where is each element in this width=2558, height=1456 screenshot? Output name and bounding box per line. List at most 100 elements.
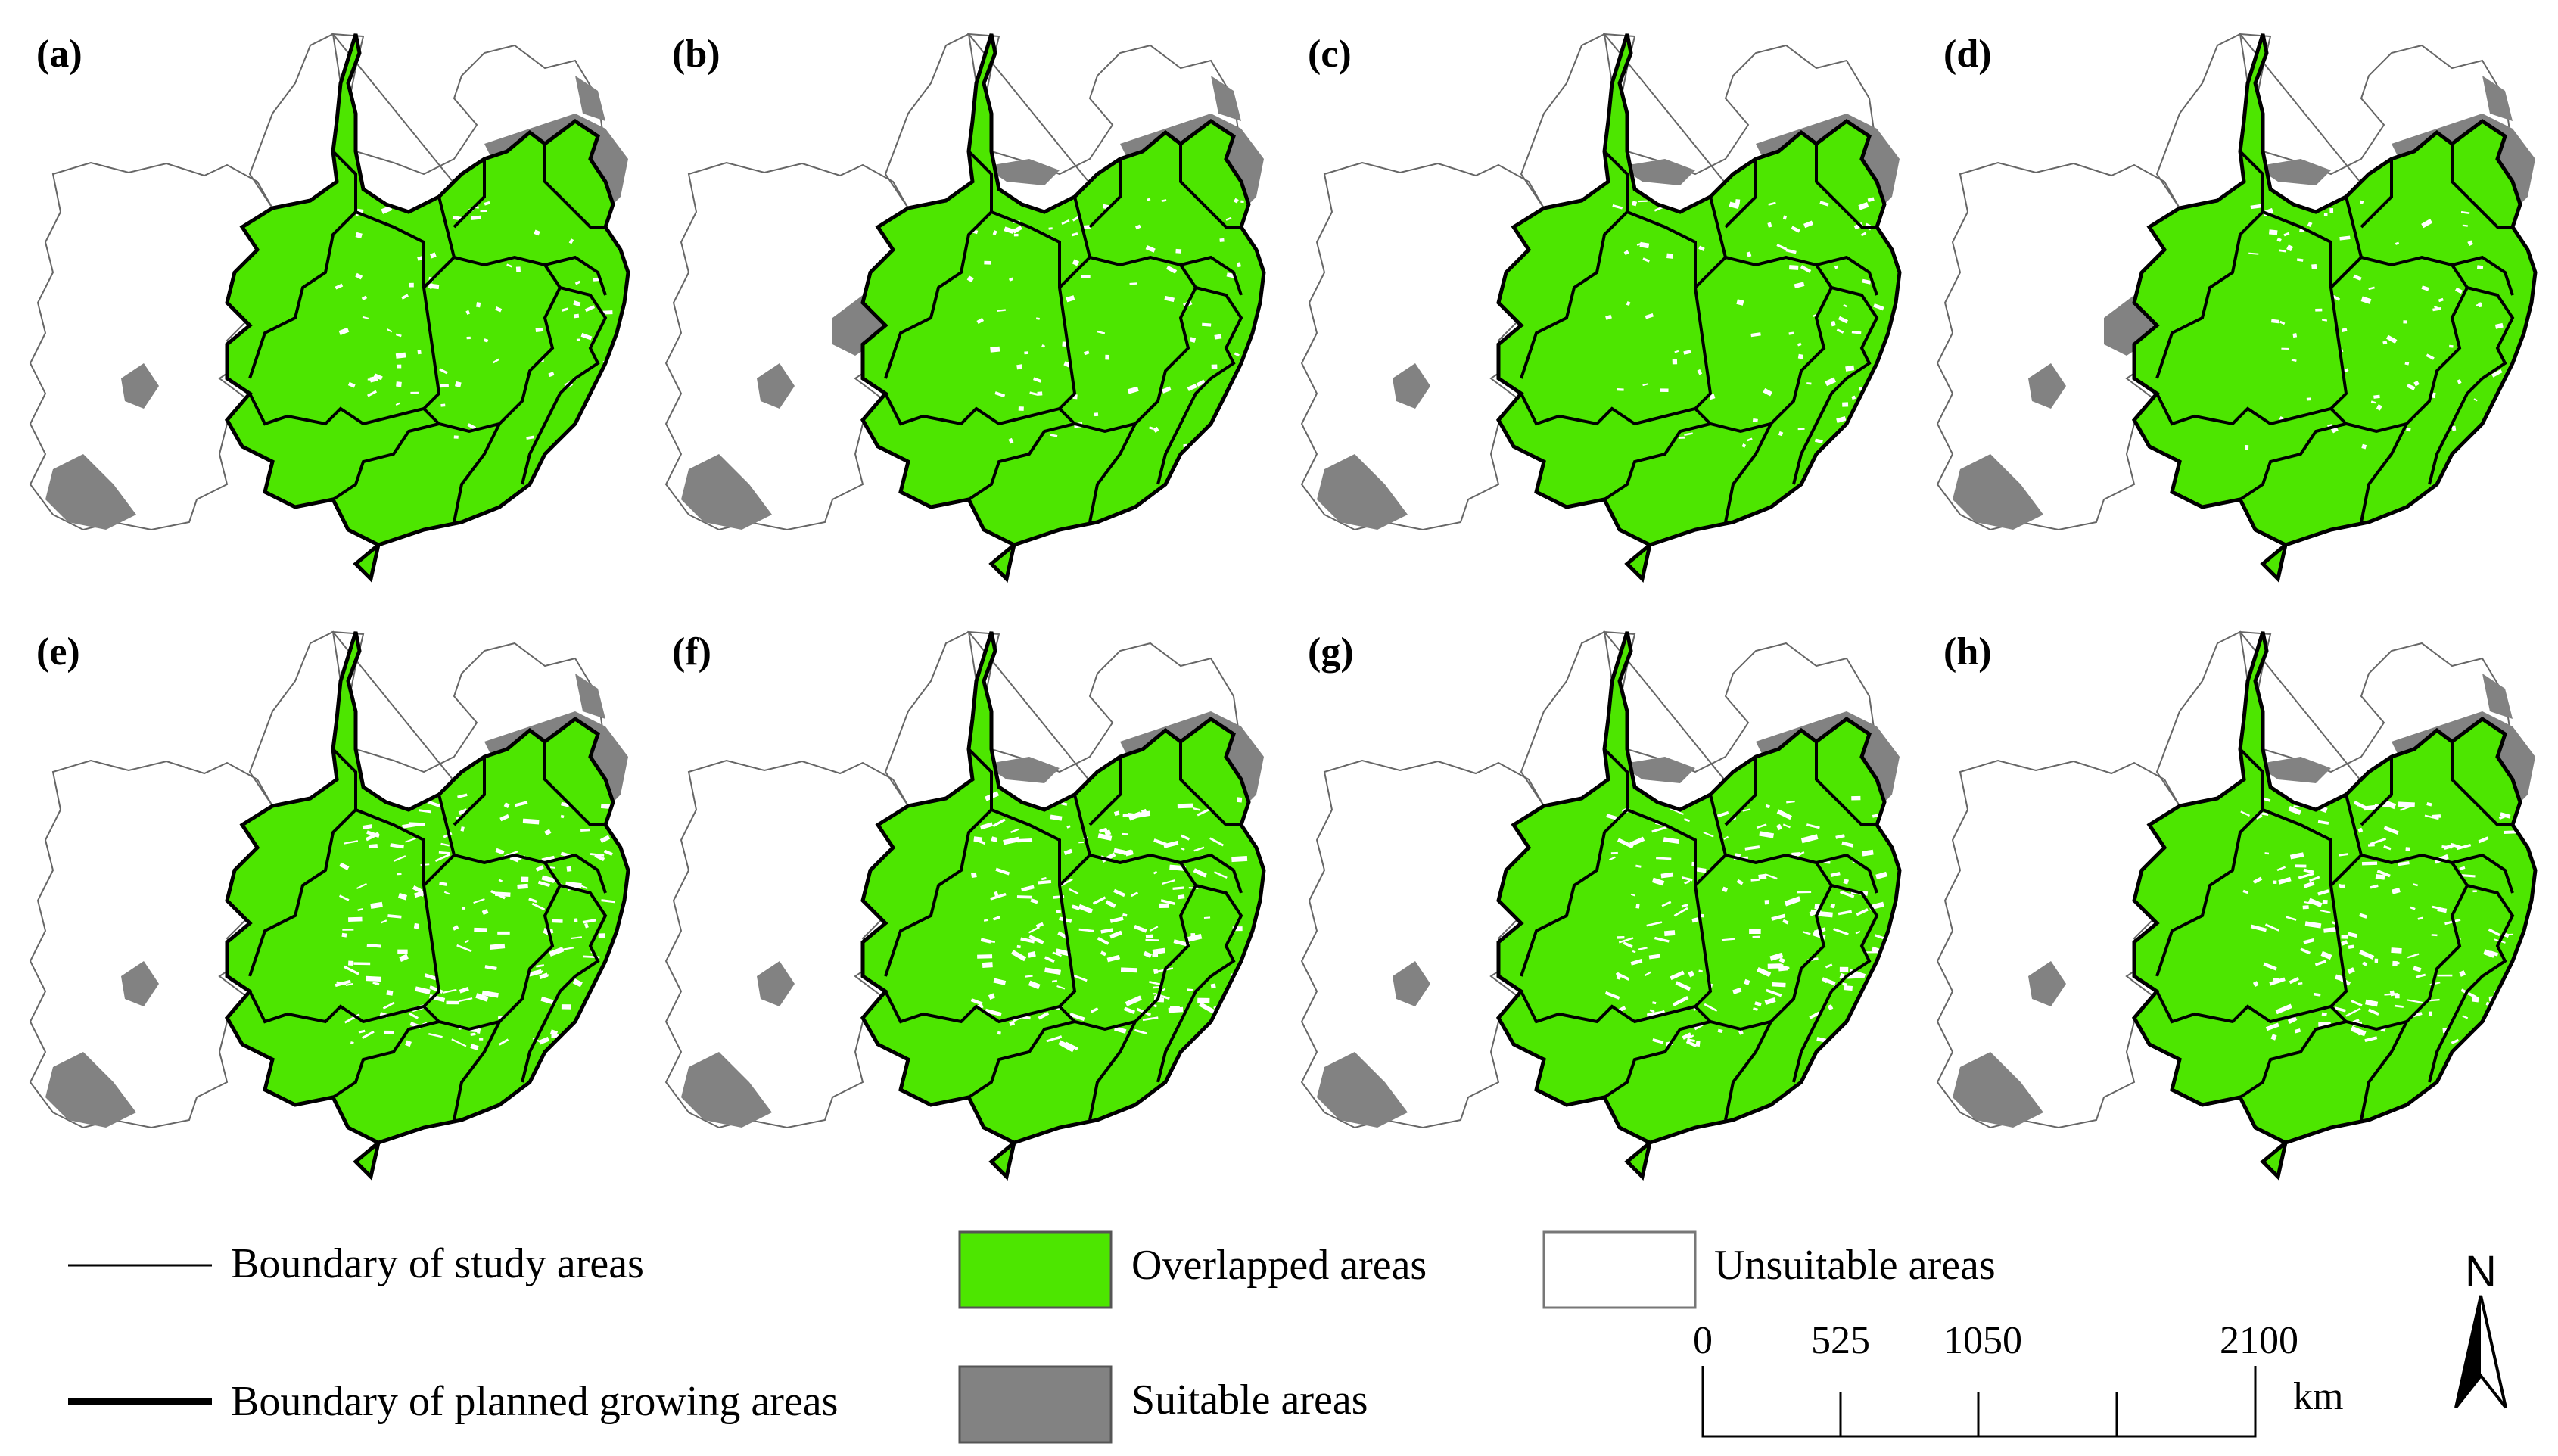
unsuitable-speckle: [1838, 910, 1853, 916]
unsuitable-speckle: [1810, 909, 1816, 913]
unsuitable-speckle: [2289, 852, 2304, 860]
unsuitable-speckle: [1698, 969, 1703, 973]
unsuitable-speckle: [1797, 342, 1802, 347]
unsuitable-speckle: [1153, 969, 1159, 975]
unsuitable-speckle: [1687, 1034, 1694, 1040]
unsuitable-speckle: [1765, 804, 1770, 809]
unsuitable-speckle: [1024, 351, 1028, 355]
unsuitable-speckle: [1046, 195, 1053, 201]
unsuitable-speckle: [1753, 1007, 1758, 1011]
unsuitable-speckle: [1069, 1013, 1085, 1022]
unsuitable-speckle: [1131, 891, 1138, 898]
unsuitable-speckle: [2459, 866, 2466, 871]
suitable-area-patch: [1393, 363, 1430, 409]
unsuitable-speckle: [1152, 954, 1159, 957]
unsuitable-speckle: [603, 849, 613, 856]
legend: Boundary of study areas Boundary of plan…: [68, 1230, 1996, 1444]
unsuitable-speckle: [2460, 210, 2470, 215]
unsuitable-speckle: [2373, 394, 2380, 399]
unsuitable-speckle: [1851, 331, 1862, 334]
unsuitable-speckle: [2359, 913, 2367, 919]
unsuitable-speckle: [1845, 1037, 1858, 1045]
unsuitable-speckle: [1044, 956, 1055, 963]
unsuitable-speckle: [2314, 960, 2327, 966]
unsuitable-speckle: [473, 898, 485, 904]
unsuitable-speckle: [1072, 904, 1081, 910]
unsuitable-speckle: [2317, 820, 2329, 825]
unsuitable-speckle: [1663, 930, 1676, 937]
unsuitable-speckle: [2417, 916, 2423, 920]
unsuitable-speckle: [353, 962, 371, 966]
unsuitable-speckle: [2341, 935, 2348, 939]
unsuitable-speckle: [571, 936, 583, 939]
map-panel: (h): [1937, 630, 2535, 1177]
unsuitable-speckle: [1698, 245, 1705, 251]
unsuitable-speckle: [336, 981, 347, 986]
unsuitable-speckle: [1149, 426, 1153, 430]
unsuitable-speckle: [1237, 797, 1243, 803]
legend-unsuitable-label: Unsuitable areas: [1714, 1242, 1996, 1289]
unsuitable-speckle: [1072, 259, 1080, 266]
unsuitable-speckle: [997, 1031, 1001, 1035]
unsuitable-speckle: [531, 902, 546, 911]
unsuitable-speckle: [1160, 899, 1175, 905]
unsuitable-speckle: [1830, 320, 1836, 327]
unsuitable-speckle: [464, 939, 470, 944]
unsuitable-speckle: [1113, 810, 1120, 817]
unsuitable-speckle: [2392, 887, 2401, 894]
unsuitable-speckle: [1672, 995, 1689, 1007]
unsuitable-speckle: [341, 932, 347, 938]
unsuitable-speckle: [589, 991, 602, 1000]
unsuitable-speckle: [1105, 354, 1109, 360]
unsuitable-speckle: [2407, 953, 2420, 959]
unsuitable-speckle: [2298, 982, 2303, 985]
unsuitable-speckle: [1172, 886, 1184, 890]
unsuitable-speckle: [538, 1036, 550, 1045]
unsuitable-speckle: [1646, 921, 1663, 927]
unsuitable-speckle: [1027, 950, 1036, 958]
unsuitable-speckle: [2298, 872, 2314, 879]
unsuitable-speckle: [1078, 841, 1085, 844]
unsuitable-speckle: [2488, 928, 2500, 937]
unsuitable-speckle: [1723, 835, 1729, 840]
unsuitable-speckle: [1769, 952, 1784, 961]
unsuitable-speckle: [395, 402, 400, 406]
unsuitable-speckle: [1855, 930, 1861, 935]
unsuitable-speckle: [1778, 431, 1784, 437]
unsuitable-speckle: [2361, 861, 2378, 866]
unsuitable-speckle: [1754, 1001, 1762, 1006]
unsuitable-speckle: [1816, 910, 1833, 918]
unsuitable-speckle: [1764, 997, 1776, 1006]
unsuitable-speckle: [579, 884, 588, 890]
unsuitable-speckle: [596, 428, 607, 434]
panel-label: (e): [36, 630, 80, 674]
unsuitable-speckle: [1736, 299, 1744, 306]
unsuitable-speckle: [574, 313, 580, 319]
unsuitable-speckle: [1623, 941, 1633, 948]
unsuitable-speckle: [2491, 369, 2503, 378]
unsuitable-speckle: [2252, 876, 2263, 884]
unsuitable-speckle: [1134, 1028, 1147, 1035]
unsuitable-speckle: [1004, 226, 1015, 235]
suitable-area-patch: [757, 961, 795, 1006]
unsuitable-speckle: [2345, 1007, 2361, 1017]
unsuitable-speckle: [495, 891, 511, 898]
unsuitable-speckle: [1638, 200, 1648, 203]
unsuitable-speckle: [1198, 1002, 1215, 1014]
unsuitable-speckle: [424, 973, 437, 981]
legend-suitable-swatch: [958, 1365, 1113, 1444]
unsuitable-speckle: [1177, 803, 1193, 809]
unsuitable-speckle: [2389, 990, 2395, 997]
unsuitable-speckle: [479, 1038, 484, 1041]
unsuitable-speckle: [2342, 328, 2348, 332]
unsuitable-speckle: [1856, 908, 1869, 916]
unsuitable-speckle: [428, 283, 440, 290]
unsuitable-speckle: [594, 853, 605, 862]
unsuitable-speckle: [1219, 238, 1225, 242]
unsuitable-speckle: [1114, 1026, 1127, 1034]
unsuitable-speckle: [1056, 985, 1066, 990]
unsuitable-speckle: [1035, 317, 1040, 320]
unsuitable-speckle: [1873, 1029, 1890, 1034]
unsuitable-speckle: [1752, 935, 1760, 938]
unsuitable-speckle: [2413, 380, 2420, 387]
